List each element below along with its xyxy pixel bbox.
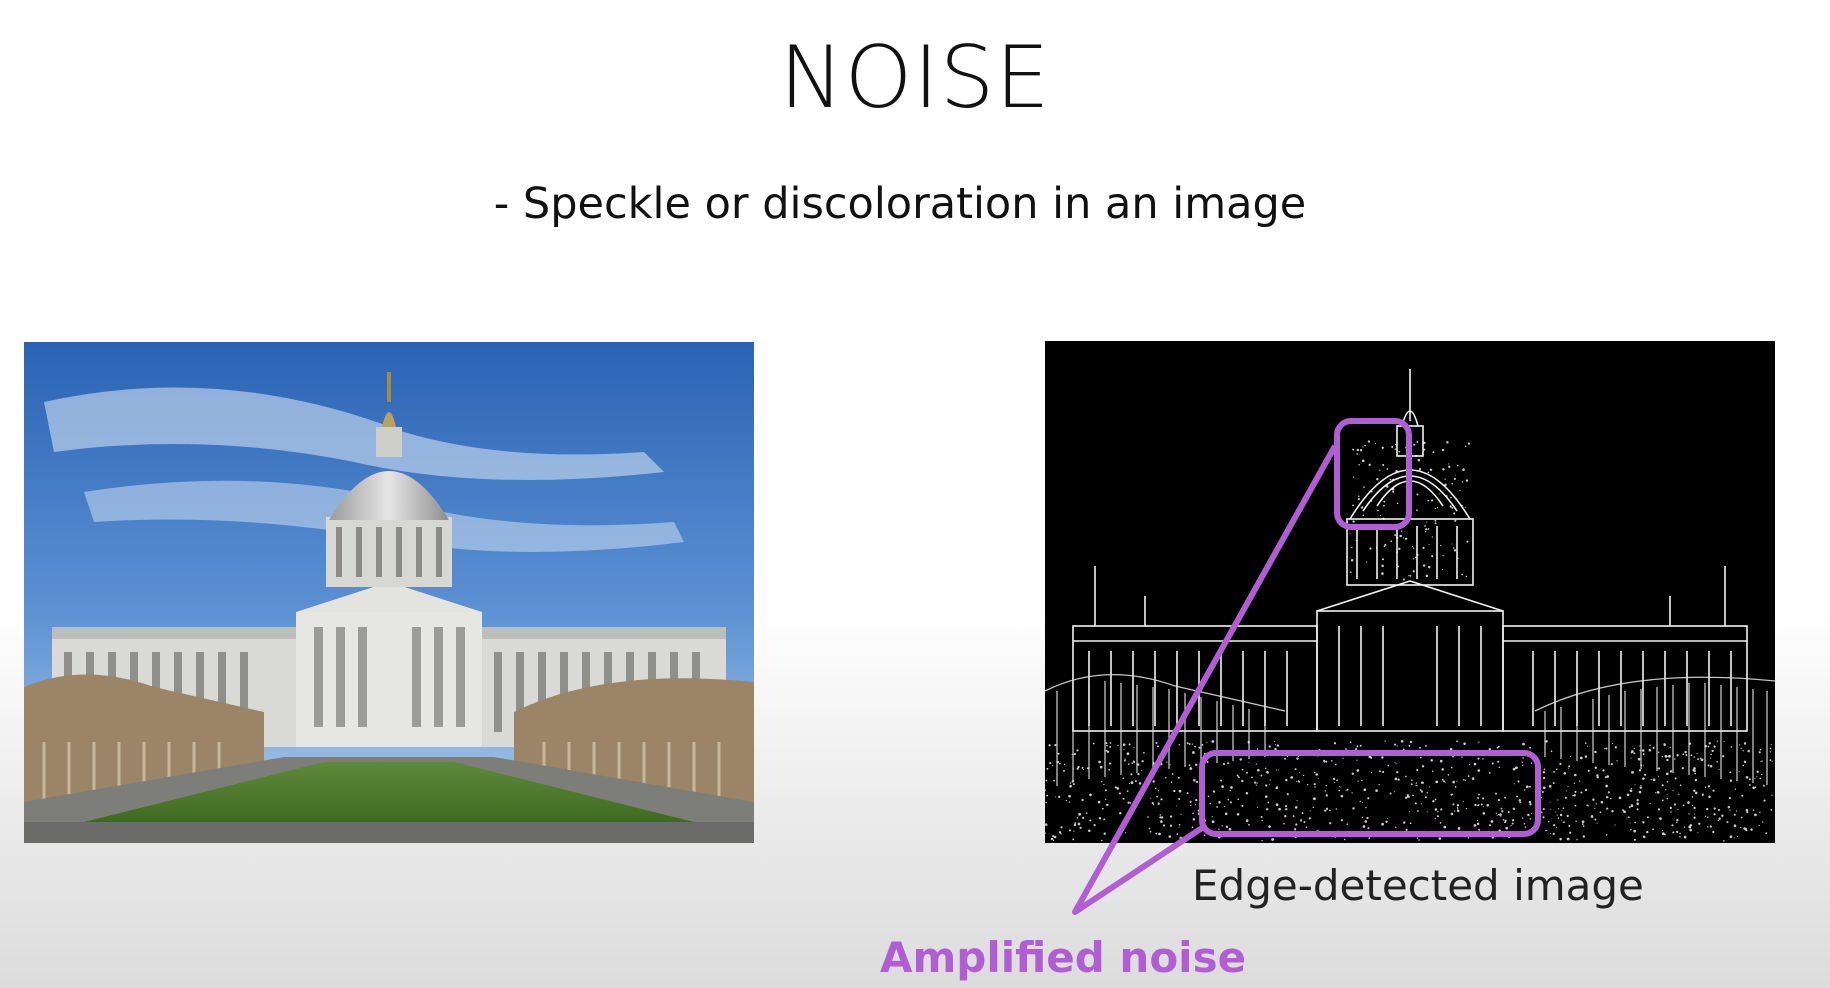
slide-title: NOISE <box>779 28 1051 128</box>
amplified-noise-label: Amplified noise <box>880 933 1247 982</box>
image-caption: Edge-detected image <box>1192 861 1644 910</box>
slide-subtitle: - Speckle or discoloration in an image <box>493 179 1307 229</box>
city-hall-photo <box>24 342 754 843</box>
city-hall-edge-detected <box>1045 341 1775 843</box>
